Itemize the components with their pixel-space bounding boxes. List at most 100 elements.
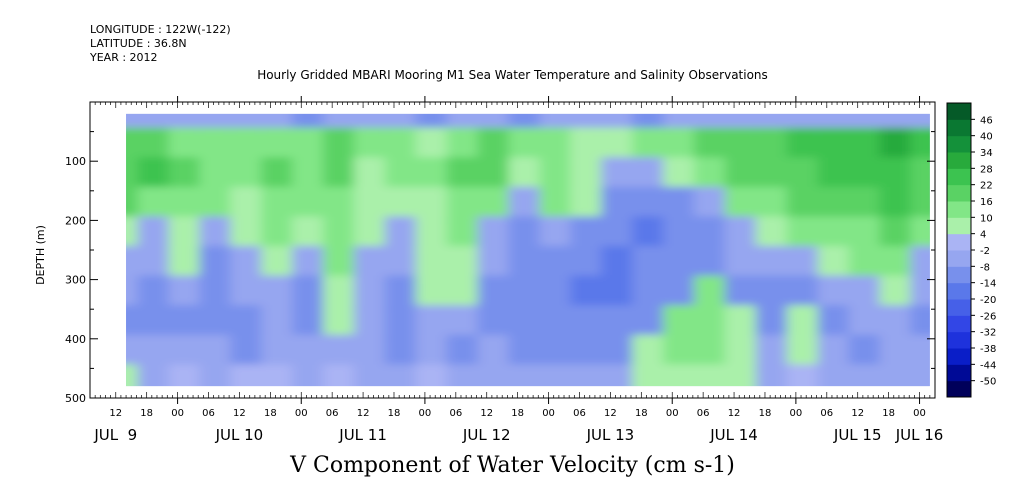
colorbar-label: 16 <box>980 197 993 208</box>
x-day-label: JUL 12 <box>462 426 511 444</box>
heatmap-cell <box>323 364 362 387</box>
x-day-label: JUL 14 <box>709 426 758 444</box>
heatmap-cell <box>910 216 930 254</box>
heatmap-cell <box>663 364 702 387</box>
colorbar-label: -8 <box>980 262 990 273</box>
y-tick-label: 200 <box>65 214 86 227</box>
colorbar: 46 40 34 28 22 16 10 4 -2 -8 -14 -20 -26 -32 -38 -44 -50 <box>946 102 996 398</box>
colorbar-swatch <box>947 201 971 218</box>
x-hour-tick-label: 12 <box>480 408 493 419</box>
heatmap-cell <box>817 364 857 387</box>
x-hour-tick-label: 00 <box>790 408 803 419</box>
colorbar-swatch <box>947 266 971 284</box>
heatmap-cell <box>848 364 888 387</box>
colorbar-swatch <box>947 103 971 120</box>
colorbar-label: 46 <box>980 115 993 126</box>
heatmap-cell <box>910 186 930 225</box>
latitude-label: LATITUDE : 36.8N <box>90 37 187 50</box>
colorbar-swatch <box>947 299 971 316</box>
x-hour-tick-label: 12 <box>109 408 122 419</box>
heatmap-cell <box>477 364 517 387</box>
heatmap-cell <box>570 364 610 387</box>
heatmap-cell <box>910 246 930 284</box>
longitude-label: LONGITUDE : 122W(-122) <box>90 23 231 36</box>
colorbar-swatch <box>947 250 971 267</box>
y-axis-label: DEPTH (m) <box>34 225 47 285</box>
colorbar-label: -50 <box>980 377 996 388</box>
colorbar-label: -38 <box>980 344 996 355</box>
colorbar-swatch <box>947 217 971 235</box>
x-hour-tick-label: 12 <box>728 408 741 419</box>
heatmap-cell <box>539 364 579 387</box>
x-hour-tick-label: 12 <box>357 408 370 419</box>
y-tick-label: 400 <box>65 333 86 346</box>
colorbar-label: -14 <box>980 279 996 290</box>
x-hour-tick-label: 18 <box>759 408 772 419</box>
colorbar-swatch <box>947 152 971 169</box>
y-tick-label: 100 <box>65 155 86 168</box>
x-hour-tick-label: 06 <box>820 408 833 419</box>
colorbar-label: -2 <box>980 246 990 257</box>
heatmap-cell <box>910 157 930 195</box>
y-tick-label: 500 <box>65 392 86 405</box>
x-hour-tick-label: 06 <box>202 408 215 419</box>
x-day-label: JUL 9 <box>93 426 137 444</box>
heatmap-cell <box>910 364 930 387</box>
colorbar-label: 10 <box>980 213 993 224</box>
x-hour-tick-label: 06 <box>449 408 462 419</box>
heatmap-cell <box>910 127 930 166</box>
x-hour-tick-label: 00 <box>295 408 308 419</box>
x-hour-tick-label: 06 <box>573 408 586 419</box>
colorbar-label: -20 <box>980 295 996 306</box>
colorbar-swatch <box>947 184 971 202</box>
x-hour-tick-label: 18 <box>140 408 153 419</box>
location-metadata: LONGITUDE : 122W(-122) LATITUDE : 36.8N … <box>90 23 231 65</box>
heatmap-cell <box>292 364 332 387</box>
heatmap-cell <box>879 364 919 387</box>
x-hour-tick-label: 18 <box>264 408 277 419</box>
colorbar-swatch <box>947 233 971 251</box>
x-hour-tick-label: 12 <box>604 408 617 419</box>
heatmap-cells <box>126 113 930 387</box>
x-hour-tick-label: 06 <box>326 408 339 419</box>
x-hour-tick-label: 06 <box>697 408 710 419</box>
chart-title: Hourly Gridded MBARI Mooring M1 Sea Wate… <box>257 68 768 82</box>
heatmap-cell <box>786 364 826 387</box>
colorbar-label: 28 <box>980 164 993 175</box>
heatmap-cell <box>415 364 455 387</box>
colorbar-label: 40 <box>980 132 993 143</box>
x-hour-tick-label: 18 <box>882 408 895 419</box>
x-hour-tick-label: 18 <box>511 408 524 419</box>
x-hour-tick-label: 12 <box>233 408 246 419</box>
x-hour-tick-label: 18 <box>635 408 648 419</box>
colorbar-label: -44 <box>980 360 996 371</box>
heatmap-cell <box>693 364 733 387</box>
heatmap-cell <box>353 364 393 387</box>
heatmap-cell <box>632 364 672 387</box>
colorbar-swatch <box>947 315 971 333</box>
x-hour-tick-label: 00 <box>171 408 184 419</box>
heatmap-cell <box>910 334 930 373</box>
heatmap-cell <box>910 275 930 314</box>
heatmap-cell <box>910 305 930 343</box>
heatmap-cell <box>261 364 301 387</box>
heatmap-cell <box>168 364 208 387</box>
heatmap-cell <box>446 364 486 387</box>
x-day-label: JUL 10 <box>215 426 264 444</box>
colorbar-swatch <box>947 119 971 137</box>
chart-footer-label: V Component of Water Velocity (cm s-1) <box>290 453 735 478</box>
x-hour-tick-label: 00 <box>666 408 679 419</box>
colorbar-label: 22 <box>980 181 993 192</box>
colorbar-swatch <box>947 348 971 365</box>
heatmap-cell <box>230 364 270 387</box>
x-day-label: JUL 13 <box>586 426 635 444</box>
axes: 100 200 300 400 500 12 18 00 06 12 18 00 06 12 18 00 06 1… <box>65 96 943 444</box>
x-hour-tick-label: 00 <box>913 408 926 419</box>
colorbar-swatch <box>947 135 971 153</box>
heatmap-cell <box>724 364 764 387</box>
heatmap-cell <box>137 364 177 387</box>
heatmap-cell <box>199 364 239 387</box>
heatmap-cell <box>755 364 795 387</box>
x-hour-tick-label: 18 <box>388 408 401 419</box>
